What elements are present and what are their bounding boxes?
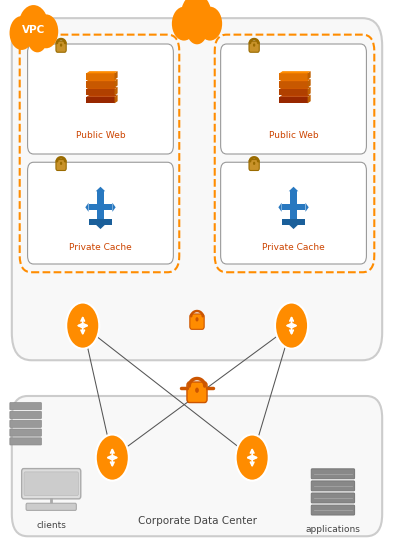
Polygon shape [115, 95, 118, 103]
Text: Corporate Data Center: Corporate Data Center [138, 516, 256, 526]
FancyBboxPatch shape [311, 493, 355, 503]
Circle shape [181, 0, 212, 37]
Polygon shape [282, 204, 305, 210]
FancyBboxPatch shape [10, 438, 41, 445]
FancyBboxPatch shape [10, 420, 41, 427]
Circle shape [253, 162, 255, 165]
Polygon shape [86, 79, 118, 81]
FancyBboxPatch shape [26, 503, 76, 510]
Text: AZ A: AZ A [45, 257, 66, 266]
FancyBboxPatch shape [56, 41, 66, 52]
FancyBboxPatch shape [10, 403, 41, 410]
FancyBboxPatch shape [56, 160, 66, 170]
Polygon shape [305, 203, 309, 212]
FancyBboxPatch shape [249, 160, 259, 170]
Circle shape [195, 388, 199, 393]
Polygon shape [278, 203, 282, 212]
Text: AZ B: AZ B [240, 257, 261, 266]
Polygon shape [308, 71, 311, 80]
FancyBboxPatch shape [249, 41, 259, 52]
Circle shape [236, 434, 269, 481]
FancyBboxPatch shape [24, 472, 78, 496]
Polygon shape [289, 224, 298, 229]
Polygon shape [89, 219, 112, 224]
Polygon shape [308, 87, 311, 96]
Polygon shape [115, 87, 118, 96]
FancyBboxPatch shape [187, 382, 207, 403]
Polygon shape [86, 95, 118, 97]
Circle shape [9, 16, 34, 50]
FancyBboxPatch shape [311, 505, 355, 515]
Circle shape [253, 43, 255, 47]
Polygon shape [279, 81, 308, 87]
Circle shape [275, 302, 308, 349]
FancyBboxPatch shape [10, 429, 41, 436]
Circle shape [198, 7, 222, 41]
FancyBboxPatch shape [221, 162, 366, 264]
Polygon shape [290, 191, 297, 219]
Polygon shape [279, 73, 308, 80]
Polygon shape [279, 89, 308, 96]
Circle shape [60, 43, 62, 47]
Text: Private Cache: Private Cache [69, 243, 132, 252]
Text: Private Cache: Private Cache [262, 243, 325, 252]
FancyBboxPatch shape [10, 411, 41, 419]
Polygon shape [86, 81, 115, 87]
Text: Public Web: Public Web [269, 131, 318, 140]
Polygon shape [279, 87, 311, 89]
Circle shape [96, 434, 129, 481]
FancyBboxPatch shape [28, 44, 173, 154]
Polygon shape [115, 71, 118, 80]
FancyBboxPatch shape [311, 469, 355, 478]
Polygon shape [96, 224, 105, 229]
Polygon shape [279, 79, 311, 81]
Circle shape [66, 302, 99, 349]
Polygon shape [279, 97, 308, 103]
Circle shape [195, 317, 199, 322]
Text: Public Web: Public Web [76, 131, 125, 140]
Polygon shape [289, 187, 298, 191]
Polygon shape [96, 187, 105, 191]
Polygon shape [308, 95, 311, 103]
Circle shape [19, 5, 48, 47]
Polygon shape [86, 73, 115, 80]
Polygon shape [86, 87, 118, 89]
Polygon shape [97, 191, 104, 219]
Polygon shape [279, 95, 311, 97]
FancyBboxPatch shape [12, 396, 382, 536]
Text: clients: clients [36, 521, 66, 530]
FancyBboxPatch shape [12, 18, 382, 360]
FancyBboxPatch shape [221, 44, 366, 154]
FancyBboxPatch shape [311, 481, 355, 491]
Polygon shape [86, 97, 115, 103]
Text: VPC: VPC [22, 25, 45, 35]
FancyBboxPatch shape [190, 314, 204, 329]
Polygon shape [85, 203, 89, 212]
Text: applications: applications [305, 525, 361, 534]
Polygon shape [115, 79, 118, 87]
Circle shape [186, 15, 208, 45]
Polygon shape [308, 79, 311, 87]
Polygon shape [86, 89, 115, 96]
FancyBboxPatch shape [28, 162, 173, 264]
Polygon shape [279, 71, 311, 73]
Polygon shape [86, 71, 118, 73]
FancyBboxPatch shape [22, 469, 81, 499]
Circle shape [60, 162, 62, 165]
Polygon shape [112, 203, 116, 212]
Polygon shape [89, 204, 112, 210]
Circle shape [34, 14, 58, 48]
Circle shape [28, 25, 47, 52]
Polygon shape [282, 219, 305, 224]
Circle shape [172, 7, 196, 41]
